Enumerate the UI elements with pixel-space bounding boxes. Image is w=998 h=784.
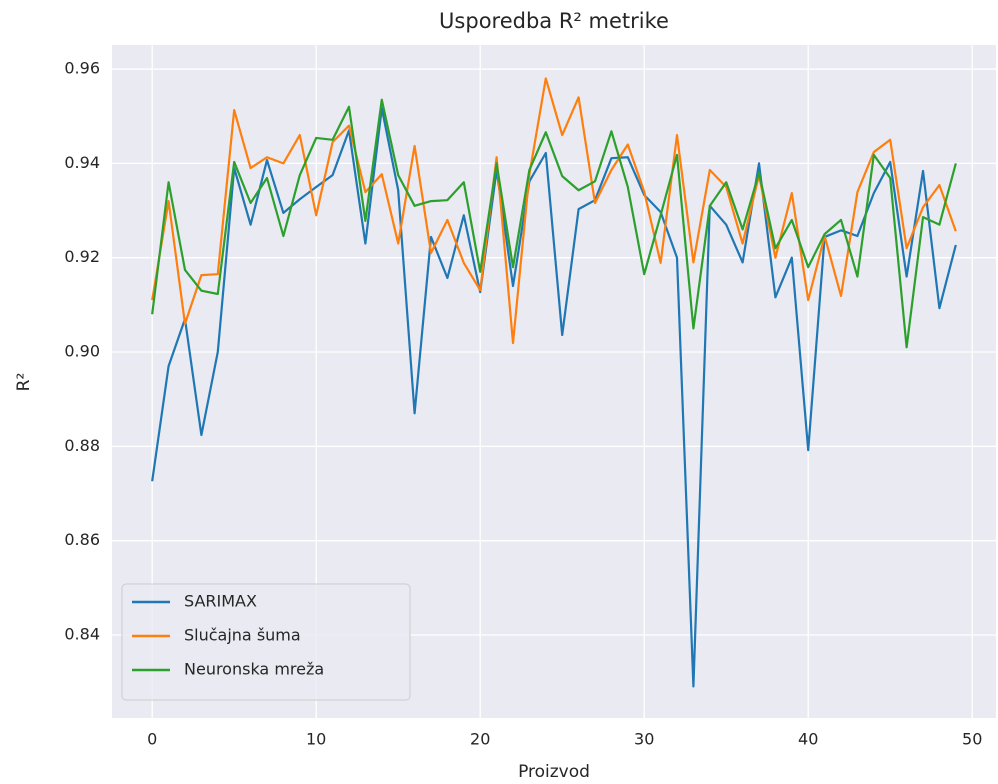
legend-box [121,583,411,701]
series-line [151,107,957,688]
y-tick-label: 0.84 [64,624,100,643]
x-tick-label: 0 [147,730,157,749]
x-tick-label: 30 [634,730,654,749]
lines [151,77,957,688]
y-tick-label: 0.92 [64,247,100,266]
y-tick-label: 0.96 [64,59,100,78]
legend-label: Slučajna šuma [184,626,301,645]
legend: SARIMAX Slučajna šuma Neuronska mreža [121,583,411,701]
x-axis-label: Proizvod [518,762,590,782]
y-tick-label: 0.88 [64,436,100,455]
legend-label: Neuronska mreža [184,660,324,679]
grid [112,45,996,718]
legend-label: SARIMAX [184,592,257,611]
y-tick-label: 0.94 [64,153,100,172]
x-tick-label: 40 [798,730,818,749]
x-tick-label: 50 [962,730,982,749]
series-line [151,77,957,345]
ticks: 0.84 0.86 0.88 0.90 0.92 0.94 0.96 0 10 20 30 40 50 [64,59,982,749]
y-axis-label: R² [14,373,34,392]
chart-title: Usporedba R² metrike [439,9,669,33]
series-line [151,98,957,349]
y-tick-label: 0.86 [64,530,100,549]
x-tick-label: 10 [306,730,326,749]
x-tick-label: 20 [470,730,490,749]
y-tick-label: 0.90 [64,342,100,361]
